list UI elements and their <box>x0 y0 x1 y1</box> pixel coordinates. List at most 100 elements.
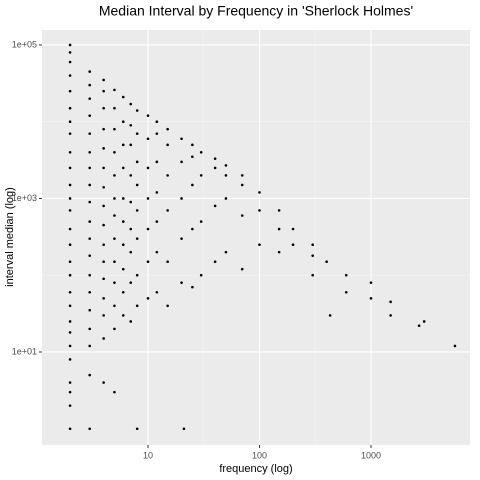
point <box>68 243 72 246</box>
point <box>135 209 139 212</box>
point <box>291 227 295 231</box>
point <box>166 127 169 131</box>
point <box>135 160 139 164</box>
point <box>146 227 150 231</box>
point <box>68 260 72 264</box>
point <box>166 260 169 264</box>
point <box>146 166 150 170</box>
point <box>88 97 92 100</box>
point <box>68 150 72 154</box>
point <box>129 200 133 204</box>
point <box>88 200 92 204</box>
point <box>88 166 92 170</box>
point <box>88 308 92 312</box>
point <box>213 166 217 170</box>
point <box>102 297 105 300</box>
point <box>88 114 92 117</box>
point <box>155 132 159 135</box>
point <box>213 260 217 264</box>
point <box>68 132 72 135</box>
point <box>102 223 105 227</box>
point <box>129 250 133 254</box>
point <box>135 427 139 431</box>
point <box>155 191 159 194</box>
point <box>68 106 72 110</box>
point <box>113 214 116 217</box>
point <box>68 120 72 124</box>
point <box>68 331 72 334</box>
point <box>102 260 105 264</box>
point <box>291 243 295 246</box>
point <box>344 290 348 294</box>
point <box>155 290 159 294</box>
point <box>240 267 244 271</box>
point <box>88 344 92 348</box>
point <box>135 273 139 277</box>
point <box>102 166 105 170</box>
point <box>422 320 426 323</box>
panel <box>42 30 470 445</box>
point <box>68 43 72 47</box>
point <box>277 209 281 212</box>
point <box>155 220 159 223</box>
point <box>191 143 194 147</box>
point <box>199 220 203 223</box>
point <box>135 132 139 135</box>
y-tick-label: 1e+03 <box>12 193 37 203</box>
point <box>68 344 72 348</box>
y-tick-label: 1e+01 <box>12 346 37 356</box>
point <box>155 160 159 164</box>
point <box>88 83 92 87</box>
point <box>68 390 72 394</box>
point <box>88 290 92 294</box>
point <box>129 143 133 147</box>
point <box>146 114 150 117</box>
point <box>113 260 116 264</box>
y-tick-label: 1e+05 <box>12 39 37 49</box>
point <box>121 197 125 200</box>
point <box>88 373 92 377</box>
point <box>191 155 194 159</box>
point <box>311 254 314 257</box>
point <box>68 320 72 323</box>
point <box>180 137 183 141</box>
point <box>129 320 133 323</box>
point <box>68 51 72 54</box>
y-axis-label: interval median (log) <box>4 187 16 287</box>
point <box>417 324 421 328</box>
point <box>102 127 105 131</box>
point <box>113 304 116 308</box>
point <box>113 88 116 92</box>
point <box>389 314 392 317</box>
point <box>113 327 116 331</box>
point <box>68 227 72 231</box>
point <box>121 143 125 147</box>
point <box>199 150 203 154</box>
point <box>88 220 92 223</box>
point <box>369 297 373 300</box>
point <box>113 390 116 394</box>
point <box>277 250 281 254</box>
point <box>180 281 183 284</box>
point <box>258 243 261 246</box>
point <box>102 78 105 82</box>
x-axis-label: frequency (log) <box>219 463 292 475</box>
point <box>224 250 228 254</box>
point <box>68 358 72 361</box>
point <box>68 74 72 77</box>
point <box>135 183 139 187</box>
point <box>102 147 105 150</box>
point <box>121 267 125 271</box>
chart-title: Median Interval by Frequency in 'Sherloc… <box>99 3 413 19</box>
point <box>113 127 116 131</box>
point <box>68 381 72 384</box>
point <box>88 183 92 187</box>
point <box>325 260 328 264</box>
point <box>113 237 116 240</box>
point <box>113 106 116 110</box>
point <box>166 304 169 308</box>
point <box>146 197 150 200</box>
point <box>199 273 203 277</box>
point <box>213 204 217 208</box>
point <box>88 254 92 257</box>
